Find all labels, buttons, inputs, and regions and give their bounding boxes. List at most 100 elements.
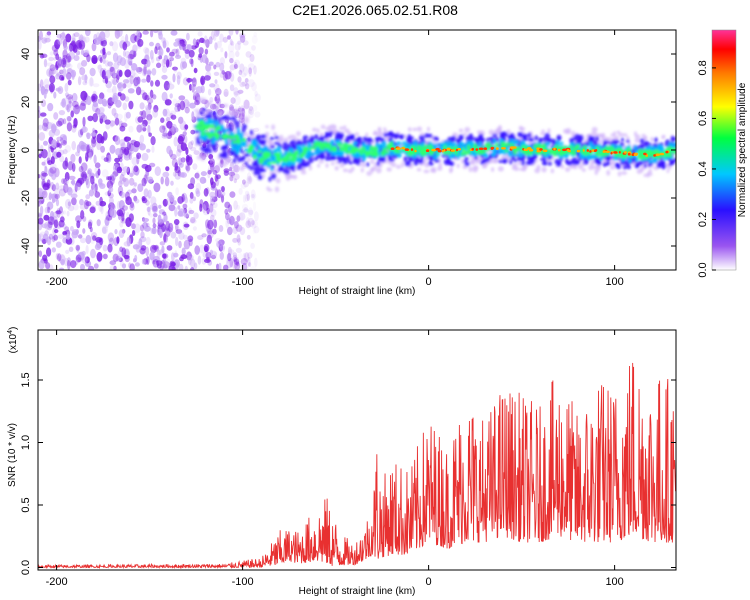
ridge-blob bbox=[325, 163, 329, 168]
peak-blob bbox=[643, 152, 647, 156]
heat-blob bbox=[118, 119, 122, 127]
heat-blob bbox=[162, 39, 169, 48]
heat-blob bbox=[234, 61, 238, 70]
heat-blob bbox=[91, 57, 98, 64]
heat-blob bbox=[205, 39, 210, 48]
ridge-blob bbox=[270, 167, 274, 171]
heat-blob bbox=[143, 188, 149, 198]
ridge-blob bbox=[266, 186, 270, 191]
ridge-blob bbox=[223, 115, 230, 119]
heat-blob bbox=[169, 194, 175, 203]
heat-blob bbox=[63, 43, 68, 52]
ridge-blob bbox=[487, 141, 491, 148]
ridge-blob bbox=[378, 128, 382, 135]
ridge-blob bbox=[428, 141, 433, 145]
ridge-blob bbox=[578, 148, 583, 153]
peak-blob bbox=[562, 148, 567, 152]
ridge-blob bbox=[506, 129, 511, 135]
heat-blob bbox=[151, 56, 155, 64]
heat-blob bbox=[44, 165, 48, 175]
heat-blob bbox=[185, 164, 190, 173]
heat-blob bbox=[48, 129, 55, 138]
heat-blob bbox=[224, 70, 232, 80]
heat-blob bbox=[240, 183, 247, 189]
ridge-blob bbox=[478, 141, 482, 147]
heat-blob bbox=[228, 249, 235, 256]
heat-blob bbox=[232, 254, 238, 262]
heat-blob bbox=[59, 74, 64, 81]
heat-blob bbox=[78, 40, 86, 50]
ridge-blob bbox=[253, 154, 257, 159]
heat-blob bbox=[63, 210, 66, 215]
ridge-blob bbox=[236, 120, 240, 125]
heat-blob bbox=[75, 151, 80, 157]
heat-blob bbox=[197, 255, 202, 265]
heat-blob bbox=[73, 203, 79, 211]
ridge-blob bbox=[428, 144, 433, 150]
heat-blob bbox=[195, 39, 200, 45]
heat-blob bbox=[49, 163, 57, 170]
heat-blob bbox=[169, 266, 173, 270]
heat-blob bbox=[145, 236, 151, 246]
heat-blob bbox=[252, 104, 258, 112]
heat-blob bbox=[87, 221, 93, 230]
ridge-blob bbox=[295, 157, 302, 163]
heat-blob bbox=[44, 123, 49, 132]
ridge-blob bbox=[214, 127, 218, 132]
heat-blob bbox=[184, 49, 190, 54]
ridge-blob bbox=[462, 143, 467, 148]
heat-blob bbox=[181, 193, 185, 203]
ridge-blob bbox=[594, 156, 599, 162]
heat-blob bbox=[232, 226, 238, 234]
heat-blob bbox=[213, 71, 220, 76]
ridge-blob bbox=[217, 126, 221, 130]
heat-blob bbox=[79, 198, 84, 206]
ridge-blob bbox=[670, 135, 674, 141]
ridge-blob bbox=[418, 159, 423, 164]
ridge-blob bbox=[492, 129, 499, 135]
ridge-blob bbox=[545, 142, 550, 146]
ridge-blob bbox=[397, 153, 402, 158]
ridge-blob bbox=[461, 147, 466, 152]
heat-blob bbox=[97, 98, 104, 105]
heat-blob bbox=[242, 208, 250, 213]
heat-blob bbox=[92, 101, 99, 108]
heat-blob bbox=[234, 42, 241, 51]
heat-blob bbox=[51, 198, 56, 204]
heat-blob bbox=[173, 41, 179, 47]
ridge-blob bbox=[252, 160, 258, 166]
heat-blob bbox=[85, 30, 91, 37]
ridge-blob bbox=[488, 129, 494, 136]
heat-blob bbox=[230, 192, 236, 198]
heat-blob bbox=[219, 62, 225, 72]
heat-blob bbox=[161, 245, 165, 254]
heat-blob bbox=[187, 255, 192, 266]
ridge-blob bbox=[228, 123, 233, 128]
heat-blob bbox=[176, 149, 182, 157]
heat-blob bbox=[79, 203, 87, 210]
heat-blob bbox=[175, 187, 179, 196]
ridge-blob bbox=[229, 131, 235, 136]
heat-blob bbox=[64, 92, 70, 98]
heat-blob bbox=[238, 105, 241, 116]
heat-blob bbox=[250, 242, 255, 249]
heat-blob bbox=[77, 62, 83, 70]
heat-blob bbox=[56, 120, 63, 127]
heat-blob bbox=[253, 226, 260, 234]
ridge-blob bbox=[491, 133, 498, 138]
ridge-blob bbox=[588, 164, 593, 171]
heat-blob bbox=[221, 191, 226, 197]
heat-blob bbox=[86, 132, 91, 140]
ridge-blob bbox=[274, 135, 280, 140]
peak-blob bbox=[557, 148, 561, 152]
ridge-blob bbox=[552, 150, 558, 157]
ridge-blob bbox=[578, 164, 584, 170]
heat-blob bbox=[162, 171, 170, 178]
ridge-blob bbox=[556, 134, 562, 141]
heat-blob bbox=[51, 125, 58, 131]
colorbar-tick-label: 0.0 bbox=[697, 262, 709, 277]
heat-blob bbox=[137, 183, 144, 192]
heat-blob bbox=[80, 162, 88, 172]
heat-blob bbox=[125, 33, 129, 44]
heat-blob bbox=[228, 171, 236, 176]
